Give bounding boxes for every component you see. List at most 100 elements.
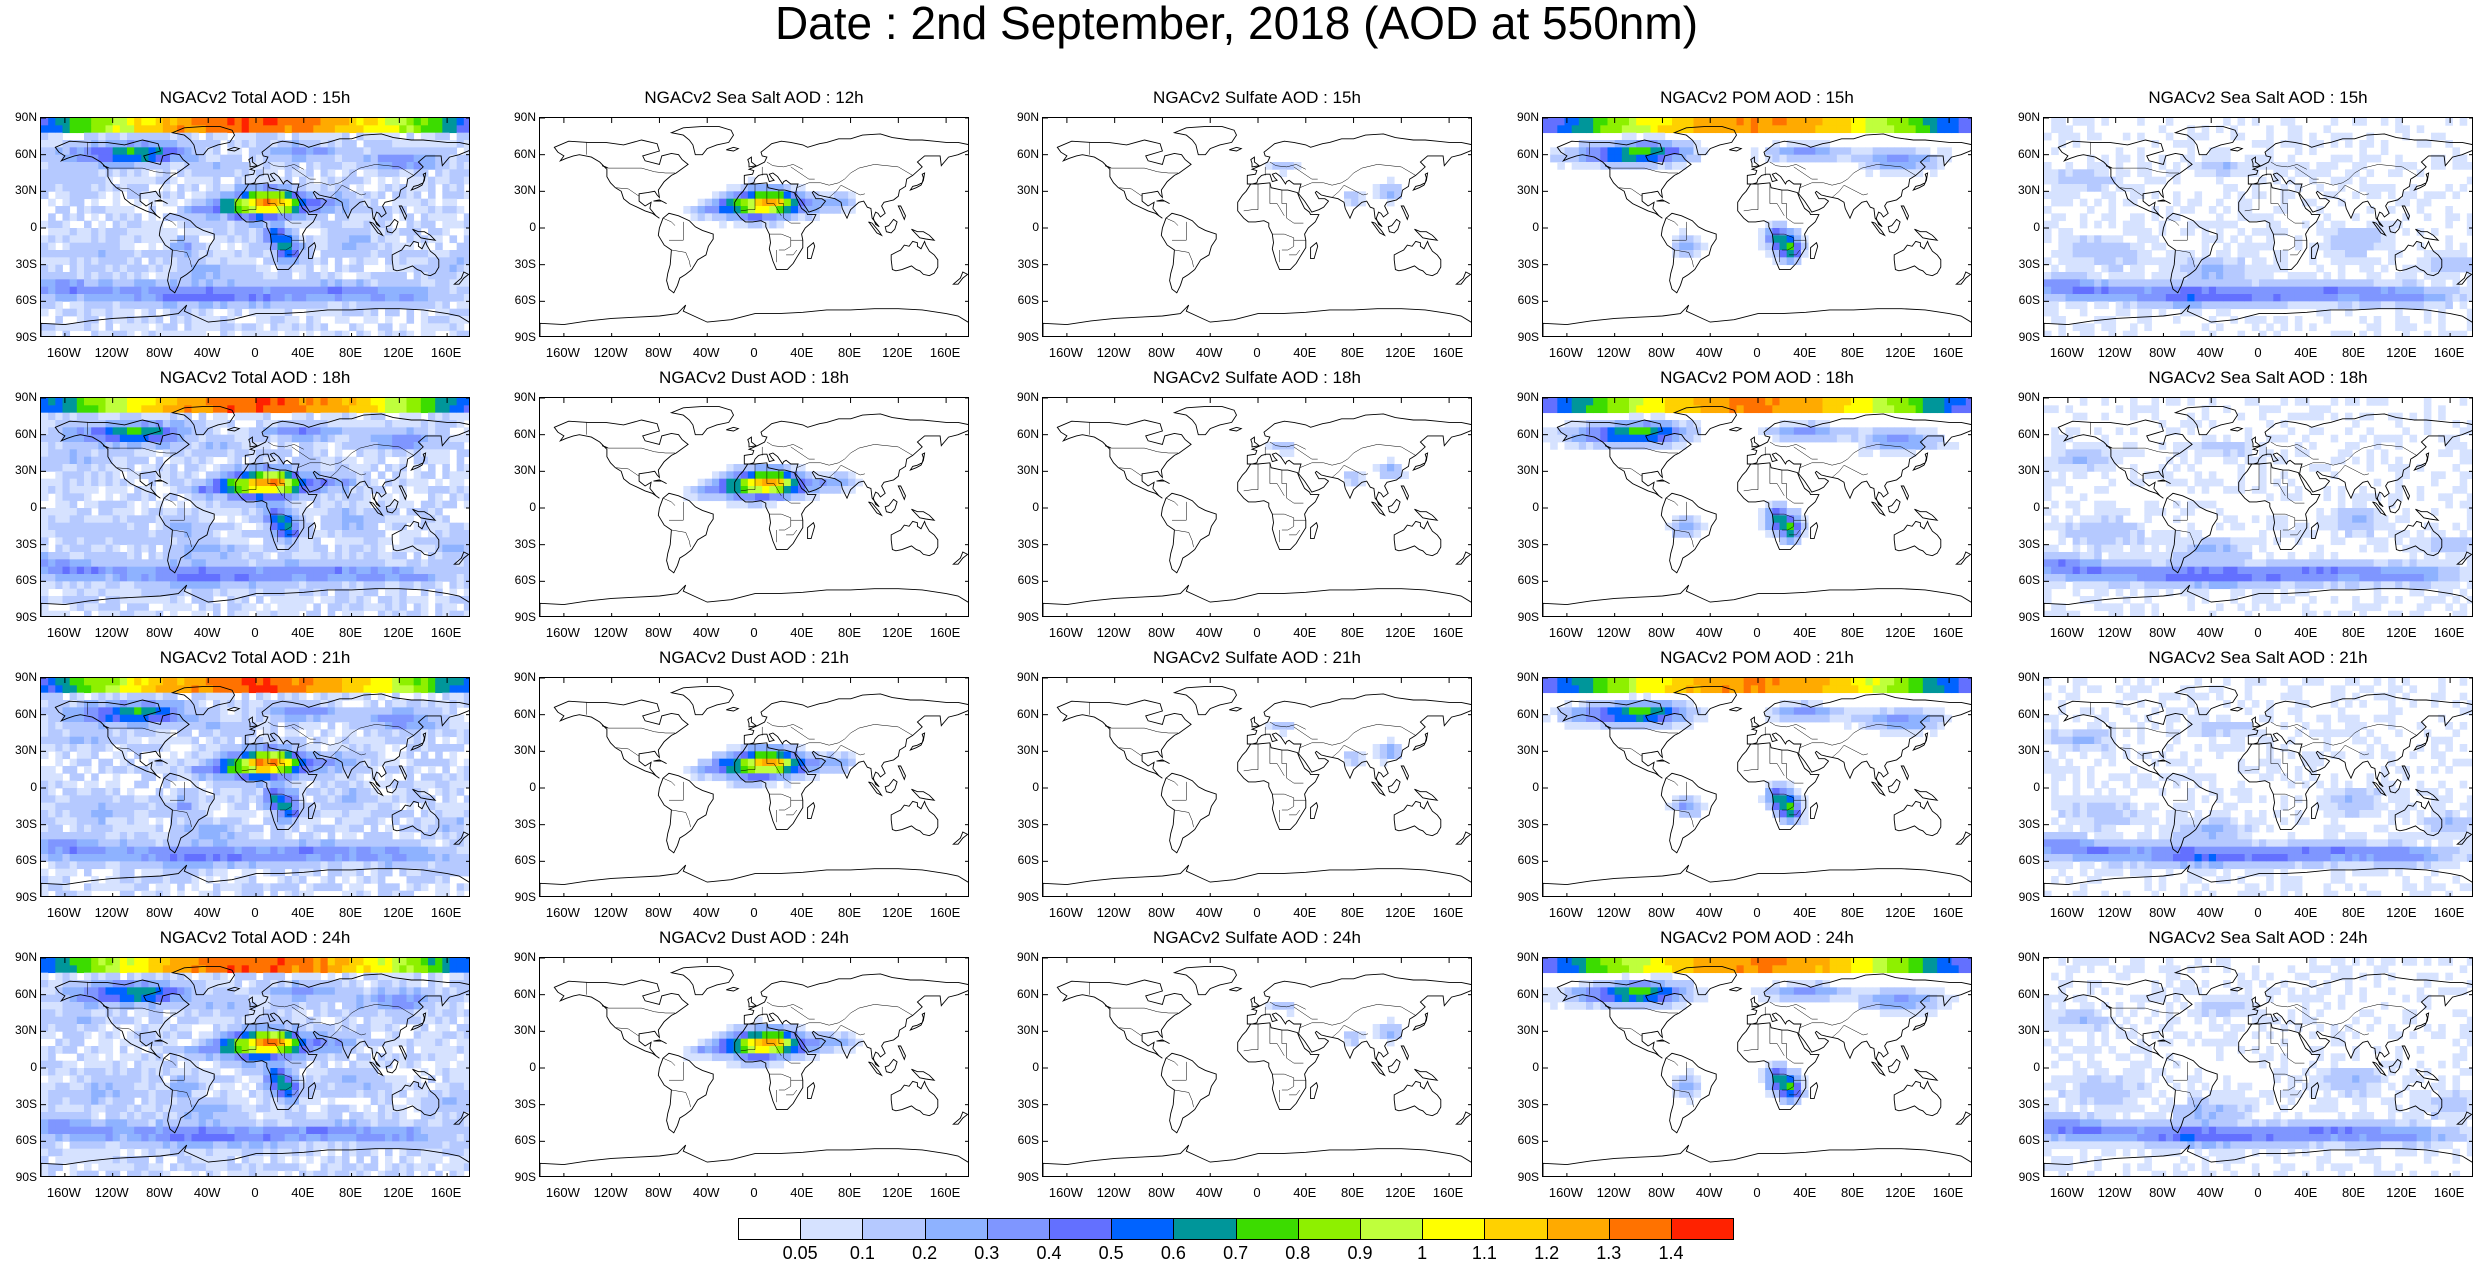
aod-cell	[41, 537, 49, 545]
aod-cell	[2066, 125, 2074, 133]
aod-cell	[199, 530, 207, 538]
aod-cell	[2424, 272, 2432, 280]
aod-cell	[2324, 272, 2332, 280]
aod-cell	[199, 169, 207, 177]
aod-cell	[457, 177, 465, 185]
aod-cell	[113, 545, 121, 553]
aod-cell	[292, 331, 300, 337]
aod-cell	[263, 581, 271, 589]
aod-cell	[299, 272, 307, 280]
aod-cell	[2359, 140, 2367, 148]
aod-cell	[1572, 147, 1580, 155]
aod-cell	[313, 133, 321, 141]
aod-cell	[450, 287, 458, 295]
aod-cell	[2101, 118, 2109, 126]
lat-tick-label: 60N	[2006, 147, 2040, 161]
aod-cell	[2259, 279, 2267, 287]
aod-cell	[1823, 155, 1831, 163]
aod-cell	[2367, 206, 2375, 214]
aod-cell	[192, 323, 200, 331]
aod-cell	[371, 515, 379, 523]
aod-cell	[2402, 228, 2410, 236]
aod-cell	[163, 596, 171, 604]
aod-cell	[41, 331, 49, 337]
aod-cell	[91, 162, 99, 170]
aod-cell	[2073, 184, 2081, 192]
aod-cell	[342, 118, 350, 126]
aod-cell	[206, 184, 214, 192]
aod-cell	[2230, 265, 2238, 273]
aod-cell	[235, 294, 243, 302]
aod-cell	[220, 257, 228, 265]
aod-cell	[435, 228, 443, 236]
aod-cell	[249, 140, 257, 148]
aod-cell	[278, 162, 286, 170]
coastline	[1657, 200, 1670, 204]
aod-cell	[2087, 250, 2095, 258]
aod-cell	[263, 515, 271, 523]
aod-cell	[2288, 133, 2296, 141]
aod-cell	[421, 125, 429, 133]
aod-cell	[2051, 265, 2059, 273]
aod-cell	[141, 508, 149, 516]
aod-cell	[192, 279, 200, 287]
aod-cell	[213, 287, 221, 295]
aod-cell	[156, 133, 164, 141]
aod-cell	[356, 331, 364, 337]
aod-cell	[41, 523, 49, 531]
aod-cell	[235, 272, 243, 280]
aod-cell	[2080, 221, 2088, 229]
aod-cell	[2109, 243, 2117, 251]
aod-cell	[98, 574, 106, 582]
aod-cell	[1643, 147, 1651, 155]
aod-cell	[392, 435, 400, 443]
aod-cell	[2080, 294, 2088, 302]
aod-cell	[392, 523, 400, 531]
aod-cell	[356, 420, 364, 428]
aod-cell	[2345, 287, 2353, 295]
aod-cell	[1837, 118, 1845, 126]
aod-cell	[2180, 206, 2188, 214]
aod-cell	[70, 279, 78, 287]
aod-cell	[2374, 257, 2382, 265]
aod-cell	[141, 279, 149, 287]
aod-cell	[464, 118, 470, 126]
aod-cell	[55, 457, 63, 465]
aod-cell	[2467, 309, 2473, 317]
aod-cell	[242, 581, 250, 589]
aod-cell	[177, 515, 185, 523]
aod-cell	[120, 316, 128, 324]
aod-cell	[299, 155, 307, 163]
aod-cell	[249, 545, 257, 553]
aod-cell	[278, 515, 286, 523]
aod-cell	[2259, 155, 2267, 163]
aod-cell	[414, 435, 422, 443]
aod-cell	[1543, 125, 1551, 133]
aod-cell	[127, 331, 135, 337]
aod-cell	[2395, 294, 2403, 302]
aod-cell	[2402, 279, 2410, 287]
aod-cell	[235, 287, 243, 295]
aod-cell	[127, 471, 135, 479]
aod-cell	[242, 133, 250, 141]
aod-cell	[192, 435, 200, 443]
aod-cell	[285, 603, 293, 611]
aod-cell	[2123, 169, 2131, 177]
aod-cell	[2316, 184, 2324, 192]
aod-cell	[206, 449, 214, 457]
aod-cell	[1758, 125, 1766, 133]
aod-cell	[356, 213, 364, 221]
aod-cell	[213, 545, 221, 553]
aod-cell	[2066, 235, 2074, 243]
aod-cell	[2367, 155, 2375, 163]
aod-cell	[106, 316, 114, 324]
aod-cell	[2202, 133, 2210, 141]
aod-cell	[213, 501, 221, 509]
aod-cell	[2202, 221, 2210, 229]
aod-cell	[91, 545, 99, 553]
aod-cell	[1930, 169, 1938, 177]
aod-cell	[2094, 294, 2102, 302]
aod-cell	[77, 301, 85, 309]
aod-cell	[220, 486, 228, 494]
aod-cell	[356, 515, 364, 523]
